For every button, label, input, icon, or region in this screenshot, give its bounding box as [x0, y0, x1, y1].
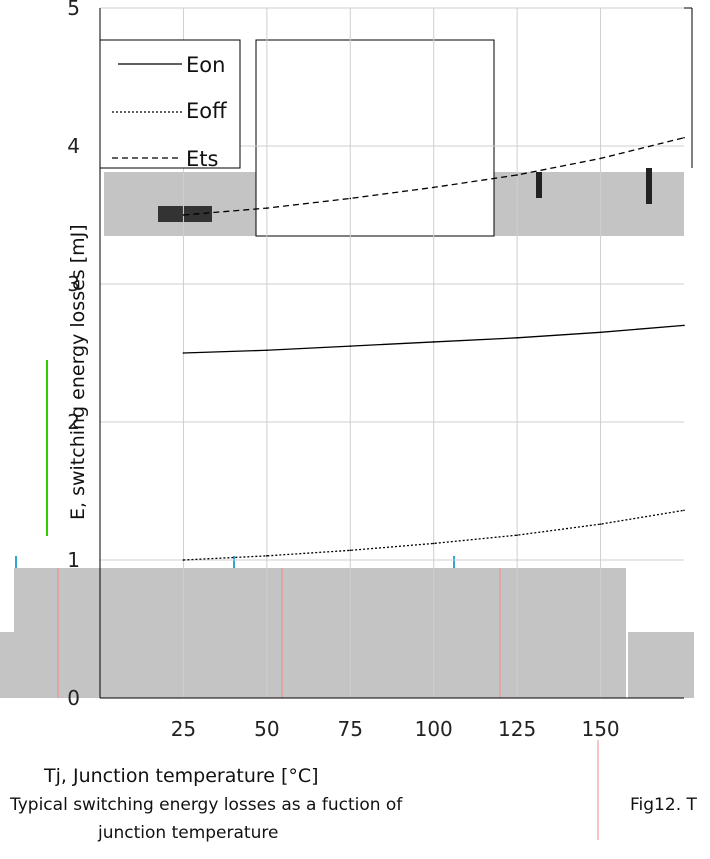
series-point-ets-1 — [266, 207, 268, 209]
y-tick-label-2: 2 — [67, 410, 80, 434]
x-axis-title: Tj, Junction temperature [°C] — [43, 765, 319, 787]
series-point-eon-4 — [516, 337, 518, 339]
legend-box — [99, 39, 241, 169]
y-tick-label-5: 5 — [67, 0, 80, 20]
black-mark-3 — [646, 168, 652, 204]
caption-line-1: Typical switching energy losses as a fuc… — [9, 795, 403, 815]
x-tick-label-150: 150 — [581, 717, 619, 741]
y-tick-labels: 0 1 2 3 4 5 — [67, 0, 80, 710]
occlusion-block-right — [628, 632, 694, 698]
black-mark-1 — [158, 206, 212, 222]
series-point-eoff-3 — [432, 542, 435, 545]
white-panel — [255, 39, 495, 237]
caption-line-2: junction temperature — [97, 823, 278, 843]
series-point-eoff-6 — [683, 509, 685, 512]
series-layer — [182, 136, 685, 561]
x-tick-label-75: 75 — [338, 717, 363, 741]
series-point-eon-3 — [432, 341, 435, 343]
x-tick-label-100: 100 — [415, 717, 453, 741]
series-point-eon-0 — [182, 352, 185, 354]
legend: Eon Eoff Ets — [99, 39, 241, 171]
series-point-eoff-1 — [266, 555, 268, 557]
black-mark-2 — [536, 172, 542, 198]
series-point-eon-1 — [266, 349, 268, 352]
series-point-eon-2 — [349, 345, 352, 347]
x-tick-labels: 25 50 75 100 125 150 — [171, 717, 620, 741]
series-point-eon-6 — [683, 324, 685, 327]
series-point-ets-3 — [432, 186, 435, 189]
series-point-ets-5 — [599, 157, 602, 160]
series-point-eoff-5 — [599, 523, 602, 525]
y-tick-label-3: 3 — [67, 272, 80, 296]
legend-label-eon: Eon — [186, 53, 225, 77]
y-tick-label-1: 1 — [67, 548, 80, 572]
series-point-eon-5 — [599, 331, 602, 334]
legend-label-eoff: Eoff — [186, 99, 227, 123]
series-point-ets-0 — [182, 214, 185, 216]
series-point-eoff-2 — [349, 549, 352, 552]
series-point-eoff-4 — [516, 534, 518, 536]
occlusion-block-left — [0, 632, 16, 698]
y-tick-label-0: 0 — [67, 686, 80, 710]
series-point-ets-6 — [683, 136, 685, 139]
legend-label-ets: Ets — [186, 147, 218, 171]
y-axis-title: E, switching energy losses [mJ] — [67, 224, 89, 520]
y-tick-label-4: 4 — [67, 134, 80, 158]
figure-ref: Fig12. T — [630, 795, 697, 815]
x-tick-label-50: 50 — [254, 717, 279, 741]
x-tick-label-25: 25 — [171, 717, 196, 741]
occlusion-layer — [0, 39, 694, 840]
series-point-ets-4 — [516, 174, 518, 176]
series-point-ets-2 — [349, 197, 352, 200]
occlusion-band-bottom-left — [14, 568, 626, 698]
series-point-eoff-0 — [182, 559, 185, 561]
x-tick-label-125: 125 — [498, 717, 536, 741]
